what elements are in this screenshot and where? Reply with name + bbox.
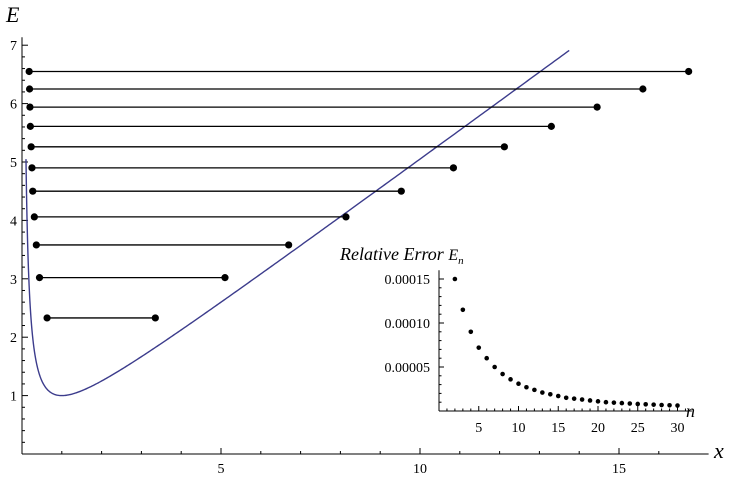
error-point [627, 401, 633, 406]
turning-point-right [397, 187, 405, 195]
error-point [571, 396, 577, 401]
potential-curve [25, 49, 570, 397]
turning-point-left [25, 85, 34, 93]
x-tick-label: 15 [612, 462, 626, 477]
turning-point-left [27, 143, 35, 151]
error-point [468, 329, 474, 335]
error-point [452, 276, 458, 282]
inset-x-tick-label: 15 [551, 421, 565, 436]
y-tick-label: 6 [10, 98, 17, 113]
error-point [540, 390, 545, 395]
error-point [619, 400, 625, 406]
error-point [548, 391, 553, 397]
turning-point-right [639, 85, 647, 93]
error-point [484, 355, 490, 361]
error-point [555, 393, 561, 399]
inset-plot: 5 10 15 20 25 30 0.00005 0.00010 0.00015 Relative… [339, 244, 695, 436]
inset-x-axis-title: n [686, 401, 695, 421]
error-point [587, 398, 593, 403]
turning-point-right [449, 164, 458, 172]
turning-point-right [547, 122, 555, 130]
inset-title-text: Relative Error [339, 244, 448, 264]
error-point [595, 399, 601, 404]
turning-point-right [500, 143, 508, 151]
error-point [563, 395, 569, 401]
turning-point-left [28, 164, 36, 172]
turning-point-right [342, 213, 350, 221]
error-point [603, 399, 609, 405]
turning-point-right [221, 274, 229, 282]
error-point [516, 381, 521, 387]
y-tick-label: 4 [10, 214, 17, 229]
turning-point-left [43, 314, 51, 322]
turning-point-left [30, 213, 38, 221]
turning-point-left [35, 274, 44, 282]
error-point [476, 345, 482, 350]
error-point [643, 402, 648, 407]
turning-point-left [25, 67, 33, 76]
turning-point-right [685, 67, 693, 76]
inset-x-tick-label: 30 [671, 421, 685, 436]
error-point [460, 307, 466, 313]
turning-point-left [29, 187, 37, 195]
error-point [675, 403, 680, 408]
y-axis-title: E [5, 2, 20, 27]
turning-point-right [285, 241, 293, 249]
turning-point-left [32, 241, 40, 249]
x-tick-label: 5 [218, 462, 225, 477]
x-tick-label: 10 [413, 462, 427, 477]
inset-x-tick-label: 10 [512, 421, 526, 436]
y-tick-label: 5 [10, 156, 17, 171]
turning-point-right [593, 103, 601, 111]
error-point [659, 402, 664, 408]
main-plot: 5 10 15 1 2 3 4 5 6 7 Ex [5, 2, 724, 477]
error-point [508, 377, 513, 382]
inset-y-tick-label: 0.00010 [385, 317, 431, 332]
y-tick-label: 7 [10, 39, 17, 54]
inset-title-symbol: E [447, 247, 458, 264]
inset-title: Relative Error En [339, 244, 464, 267]
error-point [500, 371, 505, 377]
error-point [651, 402, 656, 407]
error-point [611, 400, 617, 405]
y-tick-label: 1 [10, 390, 17, 405]
turning-point-right [151, 314, 159, 322]
inset-y-tick-label: 0.00015 [385, 273, 431, 288]
error-point [579, 397, 585, 402]
y-tick-label: 2 [10, 331, 17, 346]
inset-x-tick-label: 20 [591, 421, 605, 436]
error-point [524, 384, 529, 390]
error-point [532, 387, 537, 393]
error-point [667, 402, 672, 408]
inset-y-tick-label: 0.00005 [385, 361, 431, 376]
inset-x-tick-label: 25 [631, 421, 645, 436]
error-point [492, 364, 497, 370]
y-tick-label: 3 [10, 273, 17, 288]
inset-x-tick-label: 5 [475, 421, 482, 436]
error-point [635, 401, 641, 407]
x-axis-title: x [713, 438, 724, 463]
inset-title-subscript: n [458, 255, 464, 267]
turning-point-left [26, 122, 34, 130]
turning-point-left [26, 103, 34, 111]
